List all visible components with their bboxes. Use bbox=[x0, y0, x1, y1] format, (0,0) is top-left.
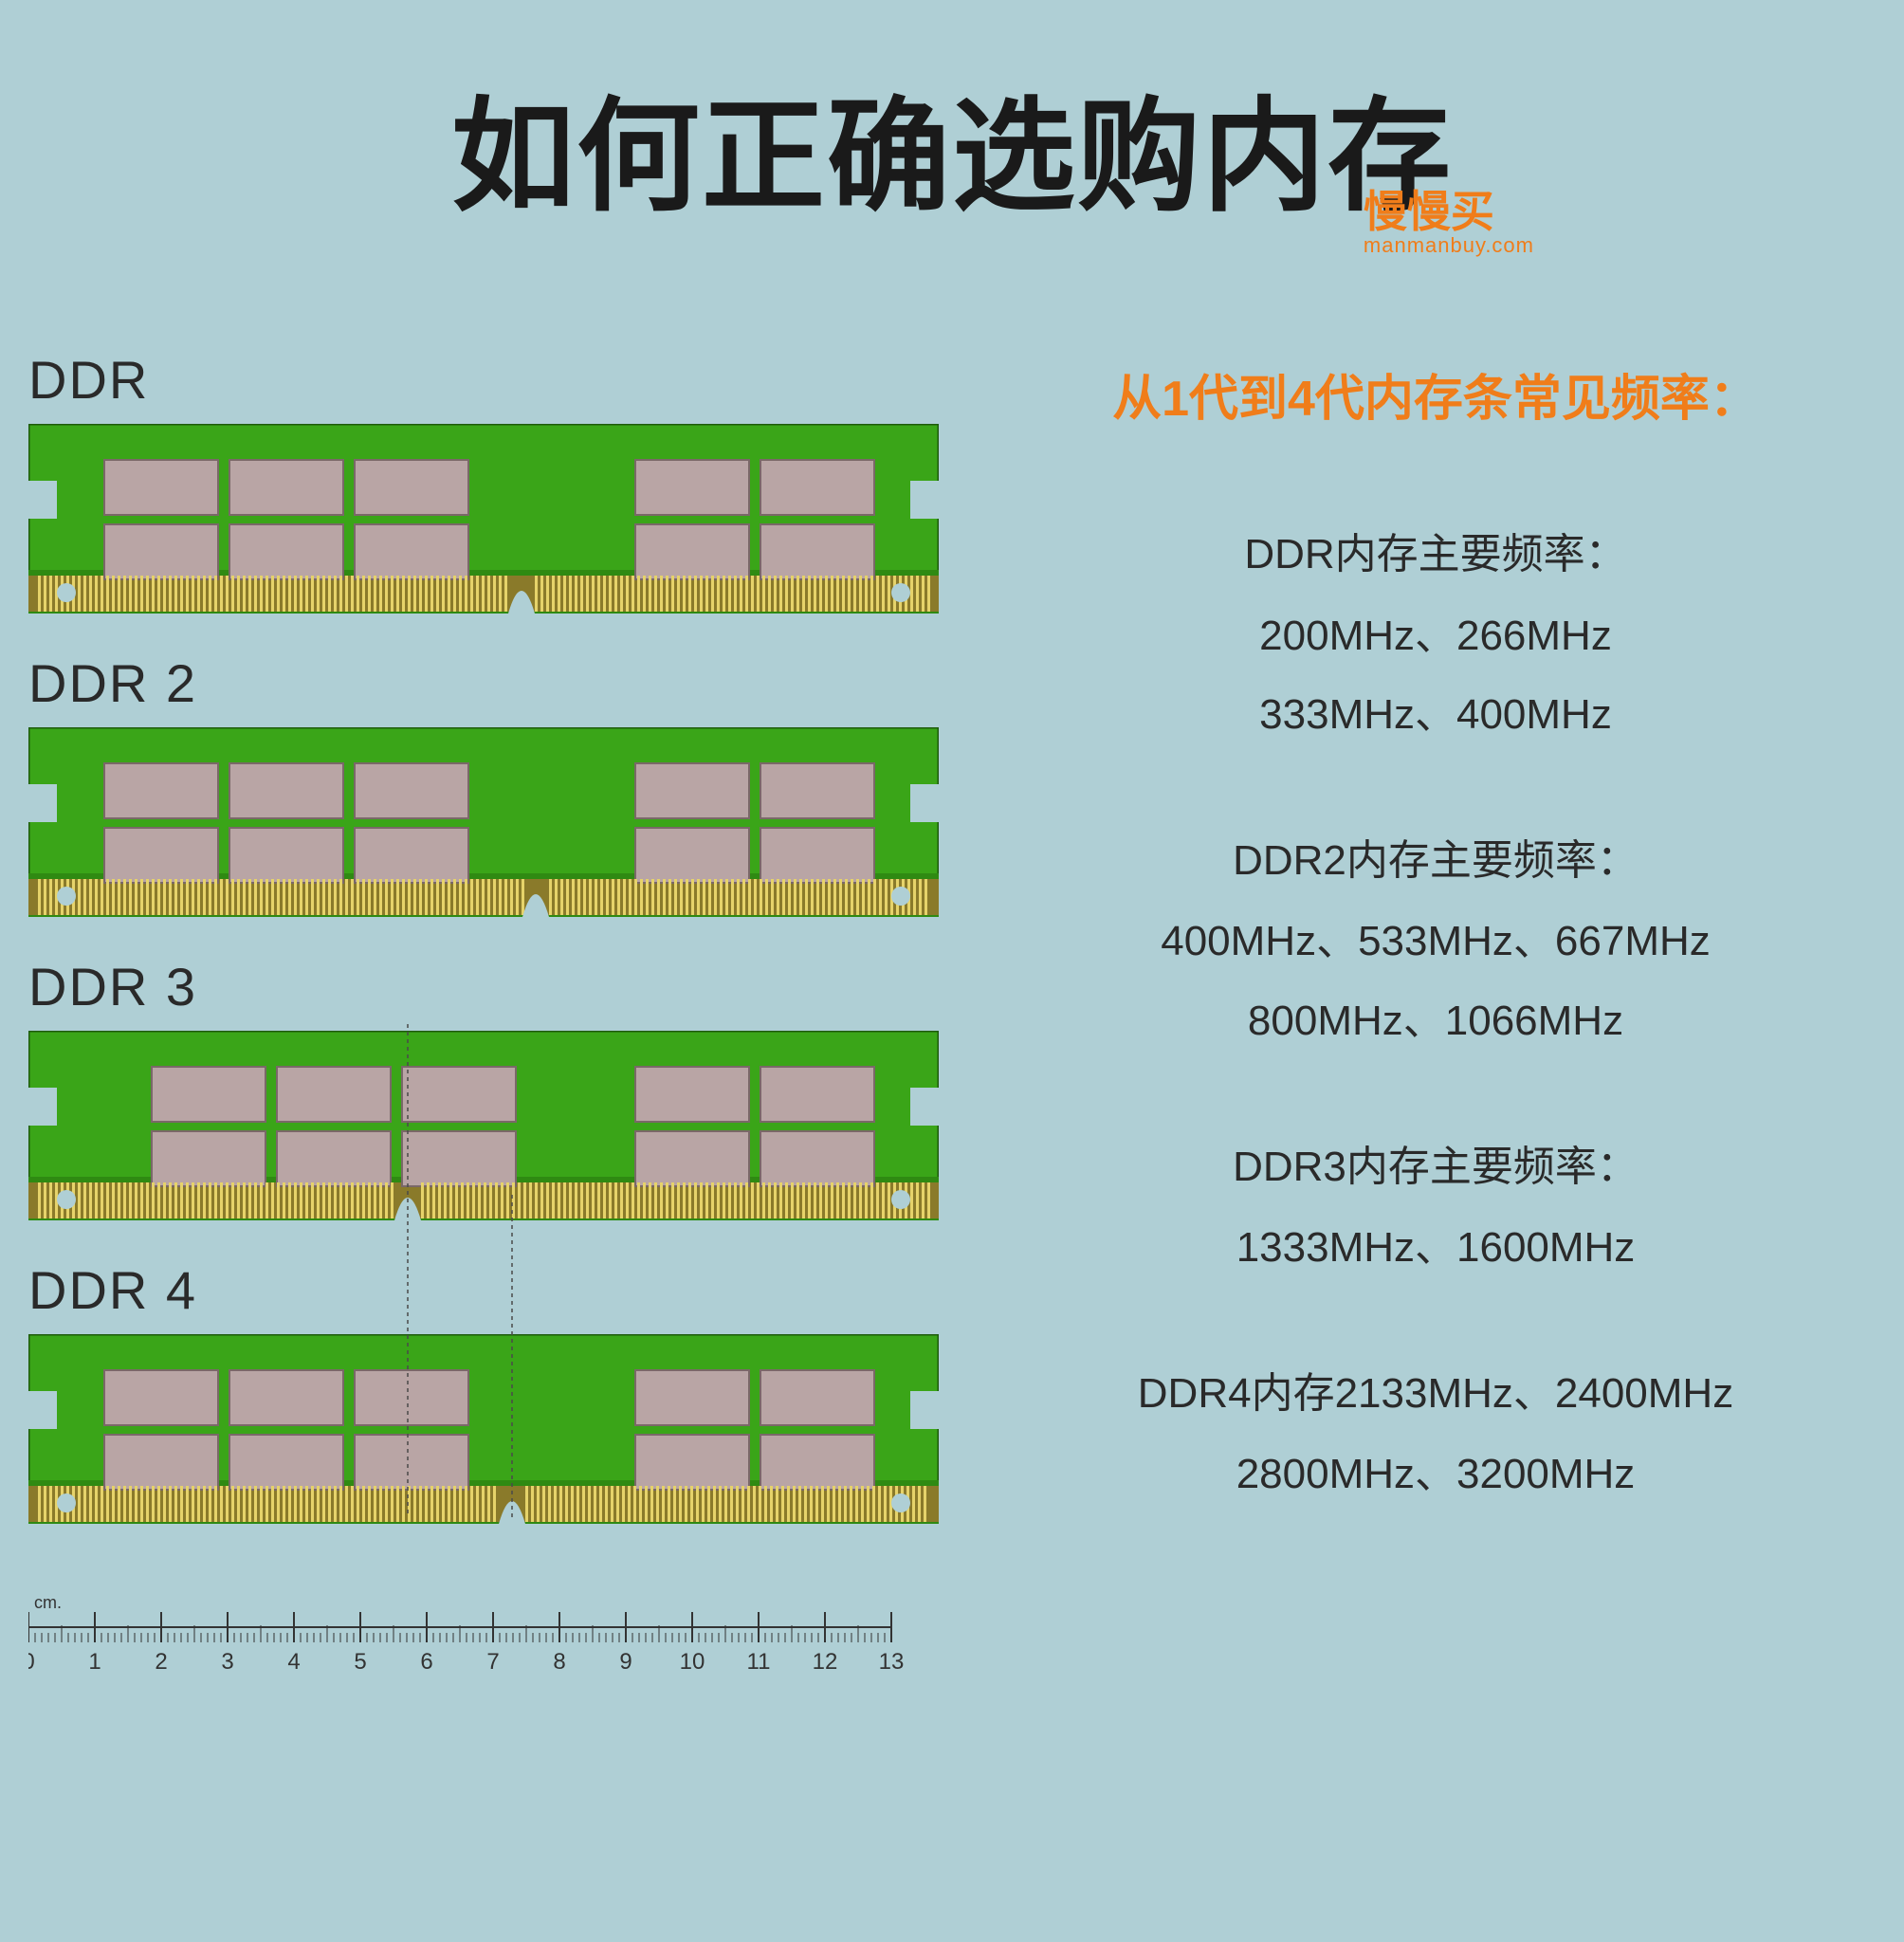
freq-header: DDR3内存主要频率： bbox=[1015, 1127, 1857, 1207]
ram-row-3: DDR 4 bbox=[28, 1259, 977, 1529]
ruler-svg: cm.012345678910111213 bbox=[28, 1595, 939, 1680]
svg-text:1: 1 bbox=[88, 1649, 101, 1675]
ram-row-1: DDR 2 bbox=[28, 652, 977, 922]
freq-line: 200MHz、266MHz bbox=[1015, 596, 1857, 676]
page-title: 如何正确选购内存 bbox=[0, 57, 1904, 235]
ram-row-2: DDR 3 bbox=[28, 956, 977, 1225]
svg-text:7: 7 bbox=[486, 1649, 499, 1675]
ram-stick-svg bbox=[28, 424, 939, 614]
content: DDR DDR 2 DDR 3 DDR 4 bbox=[0, 235, 1904, 1685]
ram-stick-svg bbox=[28, 1031, 939, 1220]
svg-text:11: 11 bbox=[747, 1649, 771, 1675]
ram-label: DDR bbox=[28, 349, 977, 411]
freq-block-2: DDR3内存主要频率：1333MHz、1600MHz bbox=[1015, 1127, 1857, 1288]
svg-text:10: 10 bbox=[680, 1649, 705, 1675]
freq-block-3: DDR4内存2133MHz、2400MHz2800MHz、3200MHz bbox=[1015, 1354, 1857, 1514]
freq-header: DDR2内存主要频率： bbox=[1015, 821, 1857, 901]
svg-text:3: 3 bbox=[221, 1649, 233, 1675]
freq-block-1: DDR2内存主要频率：400MHz、533MHz、667MHz800MHz、10… bbox=[1015, 821, 1857, 1061]
freq-line: 400MHz、533MHz、667MHz bbox=[1015, 902, 1857, 981]
svg-text:9: 9 bbox=[619, 1649, 632, 1675]
freq-line: 800MHz、1066MHz bbox=[1015, 981, 1857, 1061]
ram-stick-svg bbox=[28, 1334, 939, 1524]
header: 如何正确选购内存 慢慢买 manmanbuy.com bbox=[0, 0, 1904, 235]
left-column: DDR DDR 2 DDR 3 DDR 4 bbox=[28, 349, 977, 1685]
brand-badge: 慢慢买 manmanbuy.com bbox=[1364, 190, 1534, 258]
right-title: 从1代到4代内存条常见频率： bbox=[1015, 358, 1857, 430]
svg-text:cm.: cm. bbox=[34, 1595, 62, 1612]
svg-text:2: 2 bbox=[155, 1649, 167, 1675]
ruler: cm.012345678910111213 bbox=[28, 1595, 977, 1685]
svg-text:6: 6 bbox=[420, 1649, 432, 1675]
freq-block-0: DDR内存主要频率：200MHz、266MHz333MHz、400MHz bbox=[1015, 515, 1857, 755]
freq-header: DDR内存主要频率： bbox=[1015, 515, 1857, 595]
ram-label: DDR 3 bbox=[28, 956, 977, 1017]
freq-header: DDR4内存2133MHz、2400MHz bbox=[1015, 1354, 1857, 1434]
brand-cn: 慢慢买 bbox=[1364, 190, 1534, 233]
freq-line: 333MHz、400MHz bbox=[1015, 675, 1857, 755]
svg-text:8: 8 bbox=[553, 1649, 565, 1675]
ram-label: DDR 2 bbox=[28, 652, 977, 714]
ram-row-0: DDR bbox=[28, 349, 977, 618]
ram-stick-svg bbox=[28, 727, 939, 917]
right-column: 从1代到4代内存条常见频率： DDR内存主要频率：200MHz、266MHz33… bbox=[1015, 349, 1857, 1685]
svg-text:0: 0 bbox=[28, 1649, 35, 1675]
ram-label: DDR 4 bbox=[28, 1259, 977, 1321]
brand-en: manmanbuy.com bbox=[1364, 233, 1534, 258]
svg-text:4: 4 bbox=[287, 1649, 300, 1675]
svg-text:12: 12 bbox=[813, 1649, 838, 1675]
freq-line: 2800MHz、3200MHz bbox=[1015, 1435, 1857, 1514]
freq-line: 1333MHz、1600MHz bbox=[1015, 1208, 1857, 1288]
svg-text:13: 13 bbox=[879, 1649, 905, 1675]
svg-text:5: 5 bbox=[354, 1649, 366, 1675]
